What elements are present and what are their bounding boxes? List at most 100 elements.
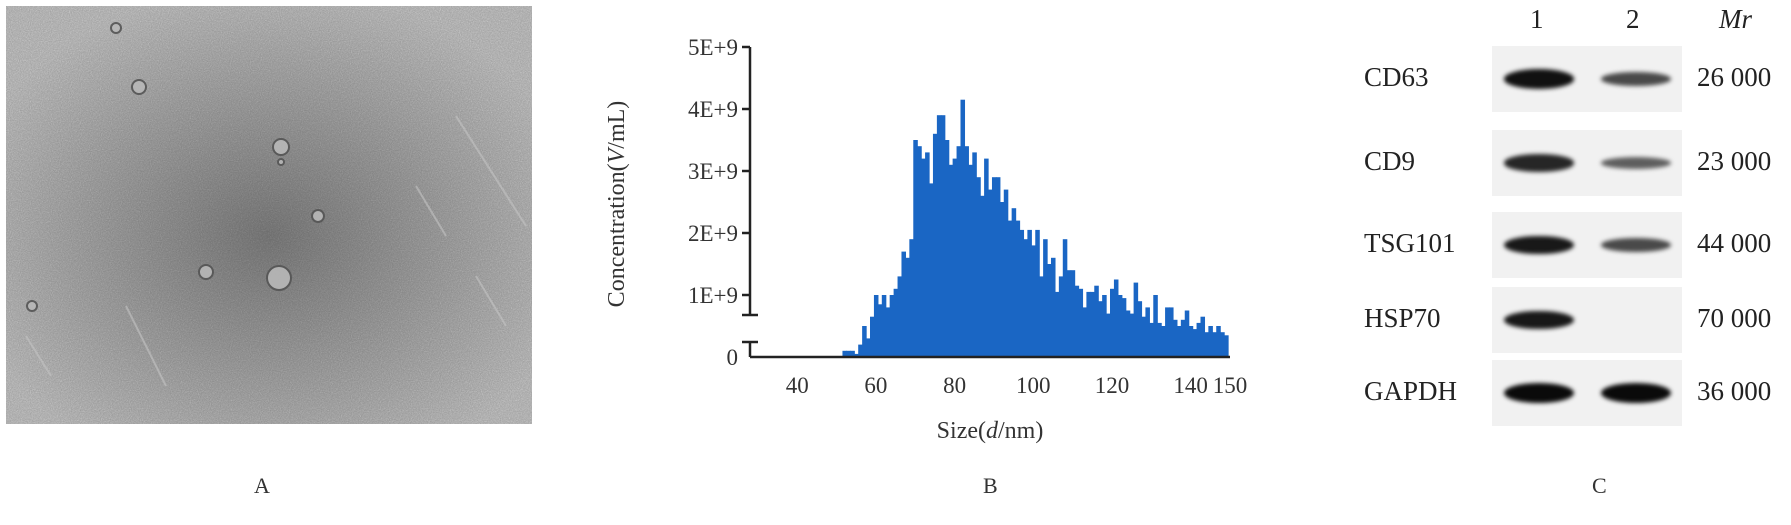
tem-micrograph — [6, 6, 532, 424]
protein-band — [1601, 238, 1671, 252]
histogram-bar — [1212, 332, 1217, 357]
histogram-bar — [956, 146, 962, 357]
size-distribution-chart: 01E+92E+93E+94E+95E+940 60 80 100 120 140 150 … — [604, 35, 1247, 444]
histogram-bar — [901, 251, 907, 357]
histogram-bar — [858, 344, 863, 357]
histogram-bar — [960, 99, 966, 357]
histogram-bar — [972, 152, 977, 357]
histogram-bar — [1137, 301, 1143, 357]
protein-band — [1504, 235, 1574, 255]
histogram-bar — [1176, 326, 1182, 357]
histogram-bar — [944, 140, 950, 357]
histogram-bar — [1192, 329, 1198, 357]
histogram-bar — [984, 158, 989, 357]
histogram-bar — [932, 133, 938, 357]
histogram-bar — [1082, 307, 1087, 357]
histogram-bar — [940, 115, 946, 357]
mr-value: 70 000 — [1697, 303, 1772, 333]
histogram-bar — [889, 295, 895, 357]
histogram-bars — [842, 99, 1229, 357]
tem-image — [6, 6, 532, 424]
histogram-bar — [881, 295, 887, 357]
histogram-bar — [1062, 239, 1068, 357]
x-tick-label: 120 — [1095, 373, 1130, 398]
protein-band — [1504, 69, 1574, 89]
lane-label-1: 1 — [1530, 4, 1544, 34]
histogram-bar — [1098, 301, 1103, 357]
histogram-bar — [1216, 326, 1221, 357]
histogram-bar — [842, 350, 847, 357]
histogram-bar — [1125, 310, 1131, 357]
histogram-bar — [976, 177, 981, 357]
histogram-bar — [1145, 307, 1150, 357]
mr-value: 44 000 — [1697, 228, 1772, 258]
histogram-bar — [1224, 335, 1229, 357]
vesicles — [26, 22, 325, 312]
chart-axes: 0 1E+9 2E+9 3E+9 4E+9 5E+9 40 60 80 100 120 140 150 — [688, 35, 1247, 398]
histogram-bar — [995, 177, 1001, 357]
histogram-bar — [1054, 291, 1060, 357]
protein-label: CD9 — [1364, 146, 1416, 176]
histogram-bar — [1196, 322, 1202, 357]
panel-label-c: C — [1592, 473, 1607, 498]
histogram-bar — [1070, 270, 1076, 357]
histogram-bar — [921, 158, 926, 357]
x-axis-label-prefix: Size( — [937, 418, 986, 444]
histogram-bar — [1121, 298, 1127, 357]
histogram-bar — [1015, 220, 1021, 357]
histogram-bar — [873, 295, 879, 357]
histogram-bar — [1043, 239, 1048, 357]
histogram-bar — [991, 177, 997, 357]
histogram-bar — [980, 195, 985, 357]
x-axis-label-suffix: /nm) — [998, 418, 1043, 444]
x-tick-label: 140 — [1173, 373, 1208, 398]
mr-value: 36 000 — [1697, 376, 1772, 406]
histogram-bar — [1023, 239, 1028, 357]
histogram-bar — [905, 257, 910, 357]
histogram-bar — [1047, 264, 1052, 357]
histogram-bar — [1184, 310, 1190, 357]
histogram-bar — [1117, 295, 1123, 357]
histogram-bar — [964, 146, 969, 357]
histogram-bar — [850, 350, 855, 357]
x-axis-label-var: d — [986, 418, 999, 444]
protein-band — [1504, 383, 1574, 403]
x-tick-label: 80 — [943, 373, 966, 398]
histogram-bar — [929, 183, 934, 357]
histogram-bar — [1086, 291, 1091, 357]
y-tick-label: 0 — [727, 345, 739, 370]
protein-band — [1601, 72, 1671, 86]
histogram-bar — [909, 239, 914, 357]
panel-label-a: A — [254, 473, 270, 498]
histogram-bar — [999, 202, 1005, 357]
x-tick-label: 40 — [786, 373, 809, 398]
histogram-bar — [877, 304, 883, 357]
histogram-bar — [1153, 295, 1158, 357]
histogram-bar — [897, 276, 903, 357]
histogram-bar — [1011, 208, 1017, 357]
protein-label: GAPDH — [1364, 376, 1458, 406]
histogram-bar — [1169, 307, 1174, 357]
histogram-bar — [1094, 285, 1099, 357]
y-axis-label-var: V — [604, 146, 630, 163]
protein-band — [1601, 157, 1671, 169]
histogram-bar — [1172, 319, 1178, 357]
histogram-bar — [1141, 316, 1147, 357]
histogram-bar — [1204, 332, 1209, 357]
mr-value: 26 000 — [1697, 62, 1772, 92]
protein-band — [1504, 154, 1574, 172]
histogram-bar — [1110, 288, 1115, 357]
histogram-bar — [948, 164, 954, 357]
y-tick-label: 2E+9 — [688, 221, 738, 246]
lane-label-2: 2 — [1626, 4, 1640, 34]
histogram-bar — [1074, 285, 1080, 357]
histogram-bar — [1220, 332, 1225, 357]
histogram-bar — [1149, 322, 1154, 357]
histogram-bar — [1165, 307, 1170, 357]
histogram-bar — [988, 189, 993, 357]
histogram-bar — [1113, 279, 1119, 357]
histogram-bar — [1161, 326, 1166, 357]
histogram-bar — [1090, 291, 1095, 357]
histogram-bar — [1027, 229, 1032, 357]
histogram-bar — [846, 350, 851, 357]
